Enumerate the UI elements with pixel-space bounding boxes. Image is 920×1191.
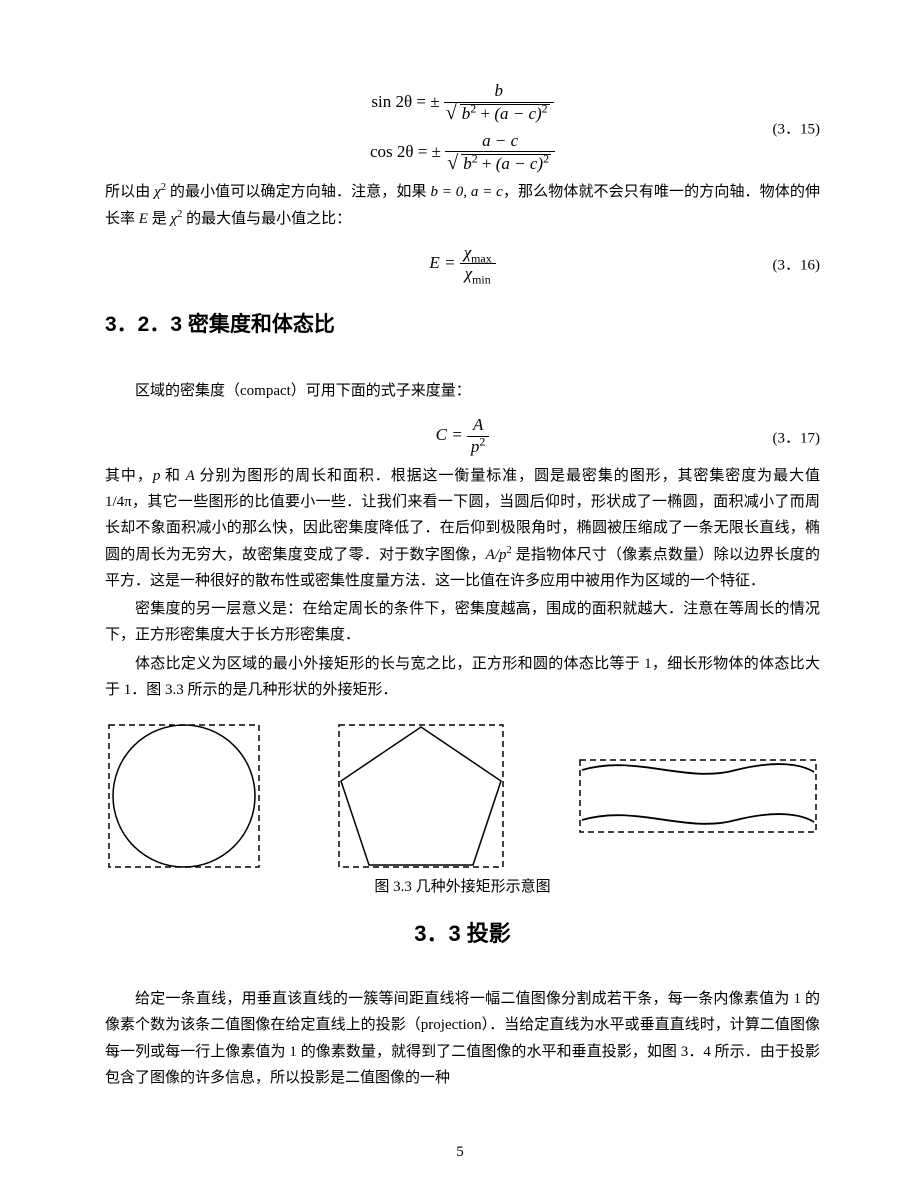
- eq315-number: (3．15): [773, 117, 821, 138]
- paragraph-5: 体态比定义为区域的最小外接矩形的长与宽之比，正方形和圆的体态比等于 1，细长形物…: [105, 651, 820, 704]
- eq317-number: (3．17): [773, 426, 821, 447]
- eq316-lhs: E =: [429, 253, 459, 272]
- paragraph-6: 给定一条直线，用垂直该直线的一簇等间距直线将一幅二值图像分割成若干条，每一条内像…: [105, 986, 820, 1091]
- equation-3-16: E = χmax χmin (3．16): [105, 244, 820, 284]
- eq317-lhs: C =: [436, 425, 467, 444]
- paragraph-2: 区域的密集度（compact）可用下面的式子来度量：: [105, 378, 820, 404]
- eq315-line2-num: a − c: [482, 131, 518, 150]
- eq315-line2-lhs: cos 2θ = ±: [370, 142, 441, 161]
- page-number: 5: [0, 1144, 920, 1161]
- heading-3-3: 3．3 投影: [105, 916, 820, 948]
- eq316-number: (3．16): [773, 253, 821, 274]
- paragraph-1: 所以由 χ2 的最小值可以确定方向轴．注意，如果 b = 0, a = c，那么…: [105, 179, 820, 232]
- heading-3-2-3: 3．2．3 密集度和体态比: [105, 308, 820, 338]
- page: sin 2θ = ± b b2 + (a − c)2 cos 2θ = ± a …: [0, 0, 920, 1191]
- equation-3-15: sin 2θ = ± b b2 + (a − c)2 cos 2θ = ± a …: [105, 82, 820, 173]
- figure-circle: [105, 721, 265, 871]
- figure-pentagon: [335, 721, 507, 871]
- paragraph-4: 密集度的另一层意义是：在给定周长的条件下，密集度越高，围成的面积就越大．注意在等…: [105, 596, 820, 649]
- eq315-line1-num: b: [494, 81, 503, 100]
- figure-3-3-caption: 图 3.3 几种外接矩形示意图: [105, 875, 820, 896]
- equation-3-17: C = A p2 (3．17): [105, 416, 820, 456]
- figure-3-3: [105, 721, 820, 871]
- paragraph-3: 其中，p 和 A 分别为图形的周长和面积．根据这一衡量标准，圆是最密集的图形，其…: [105, 463, 820, 594]
- eq315-line1-lhs: sin 2θ = ±: [371, 92, 439, 111]
- figure-wave: [576, 756, 820, 836]
